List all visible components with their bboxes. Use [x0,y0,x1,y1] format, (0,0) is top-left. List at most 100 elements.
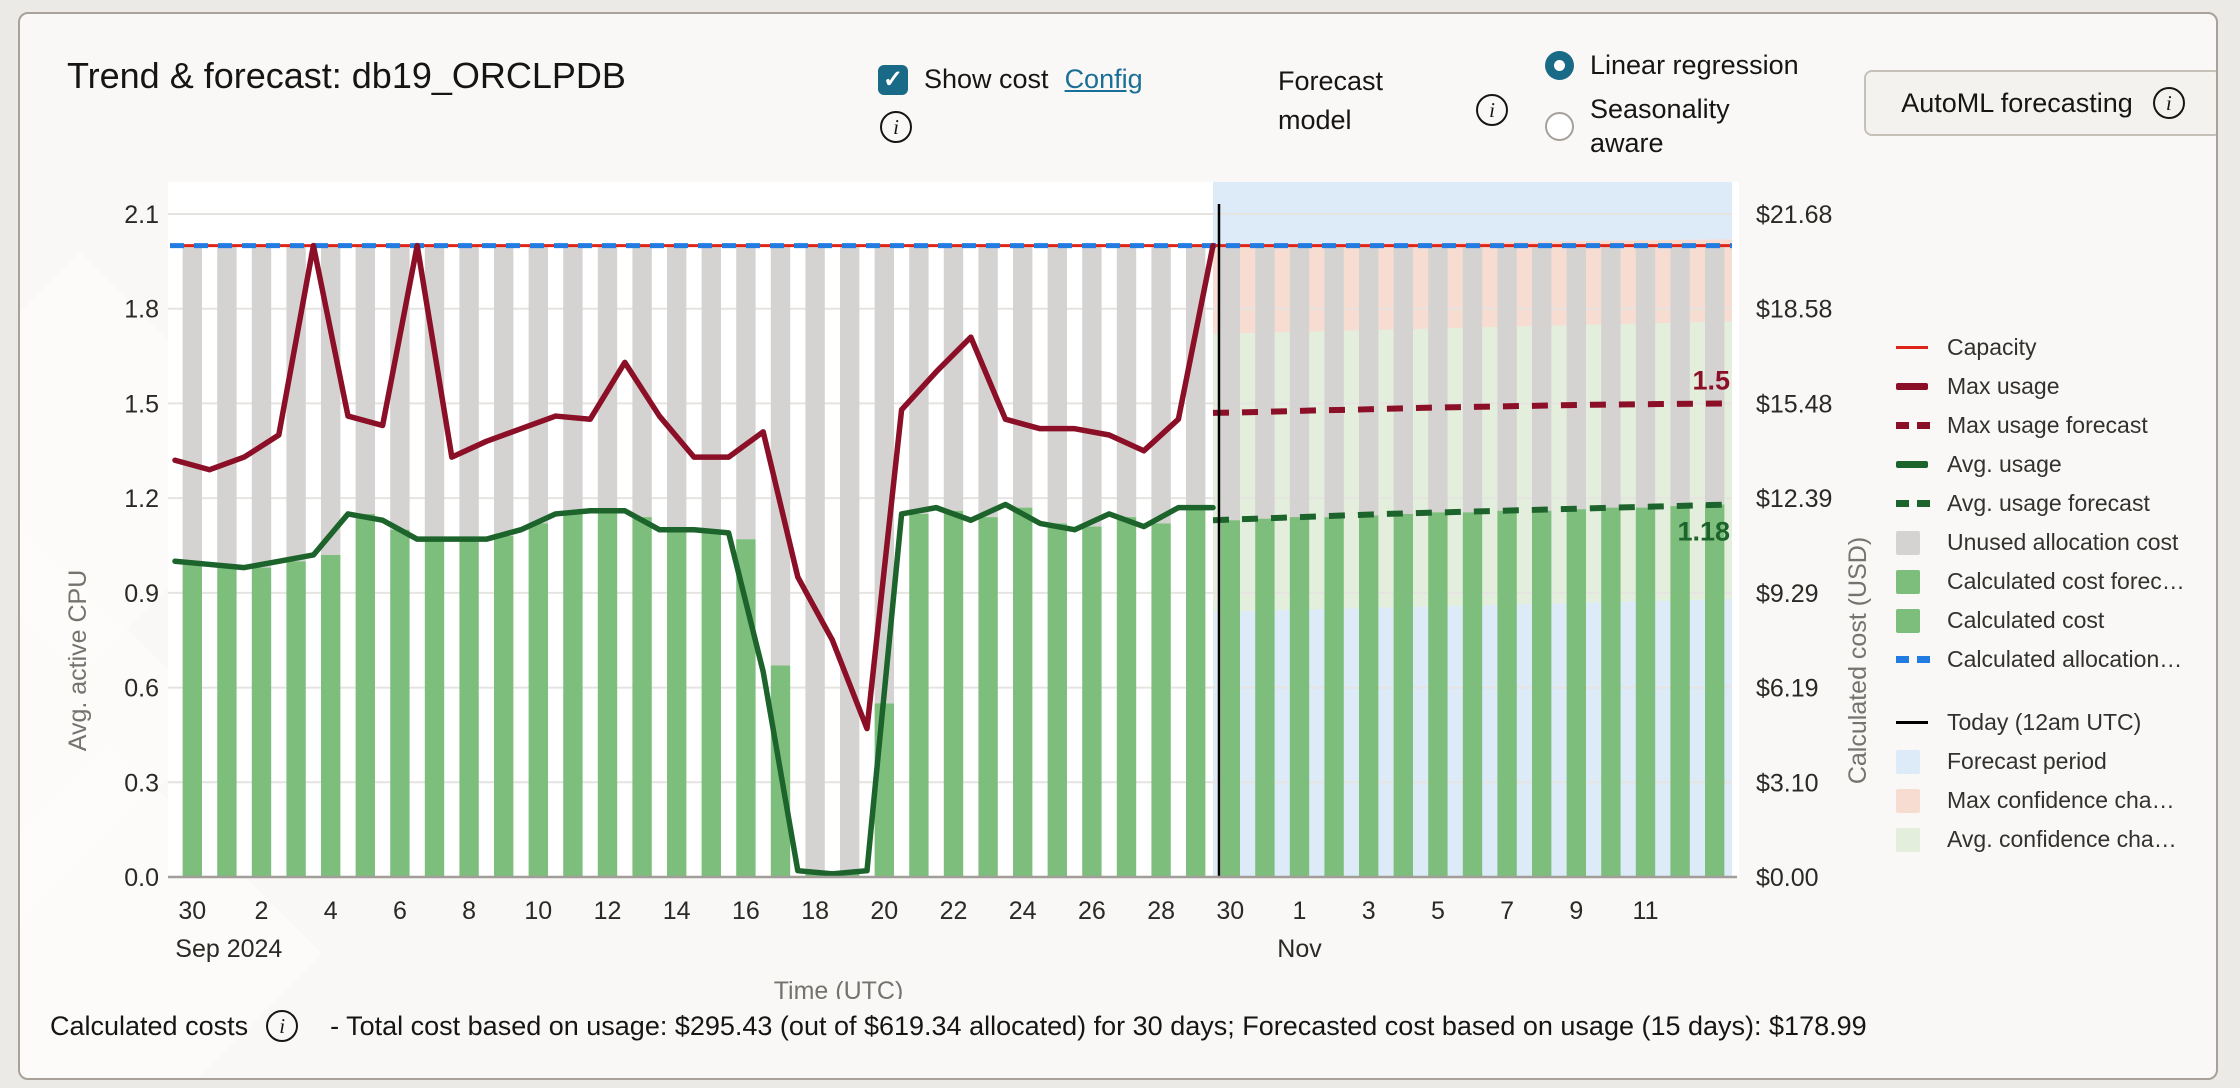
legend-marker-icon [1896,721,1930,724]
forecast-model-info-icon[interactable]: i [1476,94,1508,126]
legend-item-label: Forecast period [1947,748,2107,774]
calculated-cost-bar [528,523,548,877]
legend-item-unused-allocation-cost[interactable]: Unused allocation cost [1896,529,2216,556]
calculated-cost-bar [978,517,998,877]
automl-info-icon: i [2152,87,2185,119]
x-axis-title: Time (UTC) [774,977,904,999]
y-right-tick-label: $21.68 [1756,201,1832,229]
max-usage-line [172,242,1216,732]
calculated-cost-bar [1220,520,1240,877]
calculated-cost-bar [1255,518,1275,877]
y-left-tick-label: 0.6 [124,675,159,703]
calculated-cost-bar [597,510,618,877]
legend-item-label: Max confidence cha… [1947,787,2175,813]
calculated-cost-bar [1497,510,1517,877]
show-cost-info-icon[interactable]: i [880,111,912,143]
legend-item-max-usage[interactable]: Max usage [1896,373,2216,400]
calculated-cost-bar [1393,513,1413,877]
x-tick-label: 14 [663,897,691,925]
unused-allocation-bar [701,245,721,530]
y-right-tick-label: $3.10 [1756,769,1819,797]
show-cost-label: Show cost [924,64,1049,94]
legend-marker-icon [1896,749,1930,774]
unused-allocation-bar [1497,245,1517,511]
calculated-costs-info-icon[interactable]: i [266,1010,299,1042]
radio-linear-regression[interactable]: Linear regression [1545,48,1799,82]
calculated-cost-bar [1635,507,1656,877]
calculated-cost-bar [1359,515,1379,877]
radio-linear-label: Linear regression [1590,50,1799,80]
unused-allocation-bar [1359,245,1379,516]
unused-allocation-bar [805,245,825,871]
legend-item-max-usage-forecast[interactable]: Max usage forecast [1896,412,2216,439]
legend-item-calculated-allocation[interactable]: Calculated allocation… [1896,646,2216,673]
calculated-cost-bar [390,529,410,877]
y-left-tick-label: 0.9 [124,580,159,608]
calculated-cost-bar [182,561,202,877]
legend-item-label: Avg. usage [1947,451,2062,477]
unused-allocation-bar [667,245,687,530]
y-left-tick-label: 0.0 [124,864,159,892]
calculated-costs-row: Calculated costs i - Total cost based on… [50,1010,1867,1042]
calculated-cost-bar [909,513,929,877]
legend-item-label: Avg. confidence cha… [1947,826,2177,852]
config-link[interactable]: Config [1064,64,1143,94]
calculated-cost-bar [1116,517,1137,877]
show-cost-checkbox[interactable]: ✓ [878,64,908,95]
legend-item-forecast-period[interactable]: Forecast period [1896,748,2216,775]
y-left-tick-label: 2.1 [124,201,159,229]
y-right-tick-label: $15.48 [1756,390,1832,418]
x-tick-label: 12 [594,897,622,925]
x-tick-label: 10 [524,897,552,925]
legend-spacer [1896,685,2216,709]
x-tick-label: 20 [870,897,898,925]
unused-allocation-bar [736,245,756,540]
radio-seasonality-aware[interactable]: Seasonality aware [1545,92,1799,160]
trend-forecast-card: Trend & forecast: db19_ORCLPDB ✓ Show co… [18,12,2218,1080]
x-tick-label: 24 [1009,897,1037,925]
unused-allocation-bar [943,245,964,511]
unused-allocation-bar [1393,245,1413,514]
legend-marker-icon [1896,827,1930,852]
legend-item-calculated-cost[interactable]: Calculated cost [1896,607,2216,634]
calculated-cost-bar [1462,512,1483,877]
calculated-cost-bar [1532,510,1552,877]
unused-allocation-bar [1670,245,1690,507]
forecast-model-label: Forecast model [1278,66,1384,135]
legend-marker-icon [1896,788,1930,813]
legend-item-calculated-cost-forec[interactable]: Calculated cost forec… [1896,568,2216,595]
unused-allocation-bar [494,245,514,537]
x-tick-label: 30 [178,897,206,925]
legend-item-avg-usage-forecast[interactable]: Avg. usage forecast [1896,490,2216,517]
legend-item-max-confidence-cha[interactable]: Max confidence cha… [1896,787,2216,814]
unused-allocation-bar [840,245,860,874]
x-tick-label: 16 [732,897,760,925]
unused-allocation-bar [909,245,929,514]
x-tick-label: 6 [393,897,407,925]
legend-marker-icon [1896,461,1930,468]
x-month-label: Sep 2024 [175,935,282,963]
calculated-cost-bar [1670,506,1690,877]
unused-allocation-bar [1601,245,1621,508]
legend-item-label: Avg. usage forecast [1947,490,2150,516]
legend-item-avg-confidence-cha[interactable]: Avg. confidence cha… [1896,826,2216,853]
unused-allocation-bar [355,245,375,514]
legend-marker-icon [1896,656,1930,663]
calculated-cost-bar [1186,507,1206,877]
legend-item-today-12am-utc[interactable]: Today (12am UTC) [1896,709,2216,736]
y-left-tick-label: 1.8 [124,296,159,324]
avg-usage-line [172,501,1216,877]
unused-allocation-bar [1047,245,1067,524]
automl-forecasting-button[interactable]: AutoML forecasting i [1864,70,2216,136]
calculated-cost-bar [943,510,964,877]
legend-item-avg-usage[interactable]: Avg. usage [1896,451,2216,478]
legend-item-label: Calculated cost forec… [1947,568,2185,594]
legend-item-capacity[interactable]: Capacity [1896,334,2216,361]
x-tick-label: 4 [324,897,338,925]
automl-button-label: AutoML forecasting [1901,87,2133,118]
avg-forecast-value-label: 1.18 [1677,516,1730,546]
unused-allocation-bar [563,245,583,514]
calculated-cost-bar [251,567,272,877]
y-right-tick-label: $0.00 [1756,864,1819,892]
calculated-cost-bar [286,561,306,877]
